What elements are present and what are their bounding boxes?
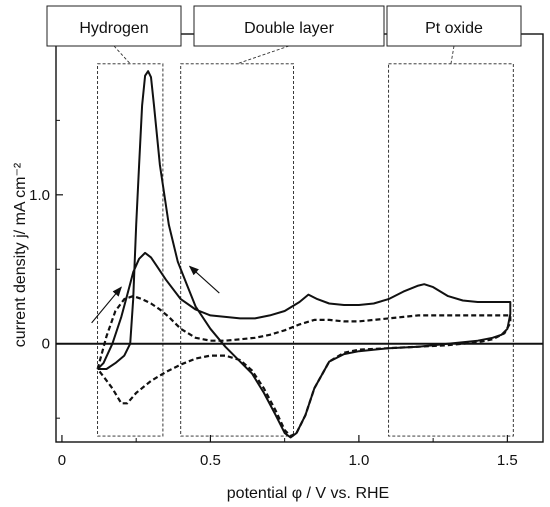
region-label-text: Hydrogen [79,20,148,37]
x-tick-label: 1.5 [497,452,518,469]
x-tick-label: 0.5 [200,452,221,469]
region-labels: Hydrogen Double layer Pt oxide [46,5,522,65]
region-label-box [386,5,522,47]
y-axis-label: current density j/ mA cm⁻² [12,162,29,347]
region-label-box [46,5,182,47]
region-label-text: Pt oxide [425,20,483,37]
region-box-1 [180,63,295,437]
region-leader-line [236,45,290,65]
x-tick-label: 1.0 [348,452,369,469]
sweep-arrow-0 [91,286,122,324]
solid-series-line [96,70,512,439]
y-tick-label: 1.0 [29,187,50,204]
arrows-group [91,265,220,324]
region-label-text: Double layer [244,20,335,37]
x-axis-label: potential φ / V vs. RHE [227,485,389,502]
region-box-2 [388,63,514,437]
region-box-0 [97,63,164,437]
region-leader-line [450,45,455,64]
region-leader-line [113,45,131,65]
region-label-box [193,5,385,47]
sweep-arrow-1 [188,265,220,294]
y-tick-label: 0 [42,336,50,353]
x-axis-ticks: 0 0.5 1.0 1.5 [58,435,518,469]
plot-frame [55,33,544,443]
y-axis-ticks: 01.0 [29,119,63,419]
region-boxes [97,63,514,437]
dashed-series-line [96,295,512,438]
x-tick-label: 0 [58,452,66,469]
series-group [96,70,512,439]
